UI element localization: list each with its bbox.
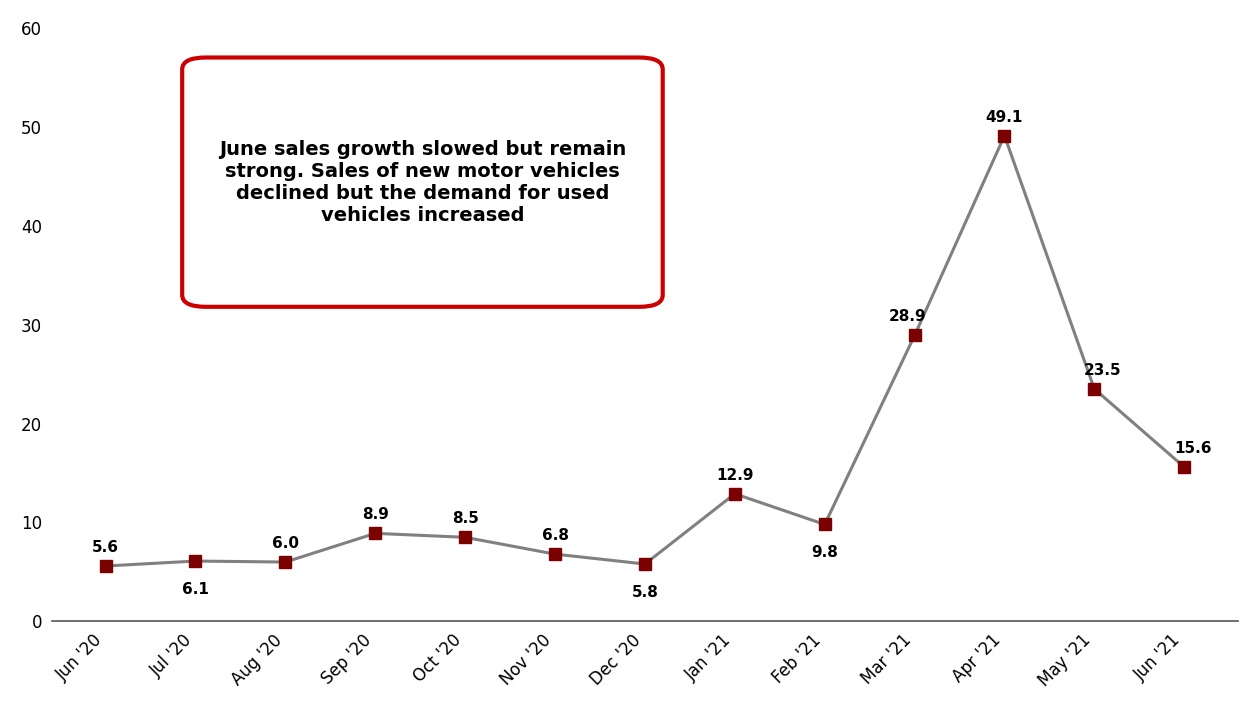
Text: 6.1: 6.1 [183, 582, 209, 597]
Text: 12.9: 12.9 [716, 468, 754, 483]
Text: 49.1: 49.1 [986, 109, 1024, 124]
Text: 5.8: 5.8 [632, 585, 658, 600]
Text: 8.9: 8.9 [361, 507, 389, 523]
Text: 9.8: 9.8 [811, 545, 838, 560]
Text: 28.9: 28.9 [889, 309, 927, 324]
Text: 6.0: 6.0 [272, 536, 298, 551]
Text: 5.6: 5.6 [92, 540, 120, 555]
Text: 15.6: 15.6 [1173, 441, 1211, 456]
Text: 23.5: 23.5 [1084, 363, 1122, 378]
FancyBboxPatch shape [183, 58, 662, 307]
Text: 8.5: 8.5 [452, 511, 478, 526]
Text: June sales growth slowed but remain
strong. Sales of new motor vehicles
declined: June sales growth slowed but remain stro… [219, 139, 626, 225]
Text: 6.8: 6.8 [541, 528, 569, 543]
